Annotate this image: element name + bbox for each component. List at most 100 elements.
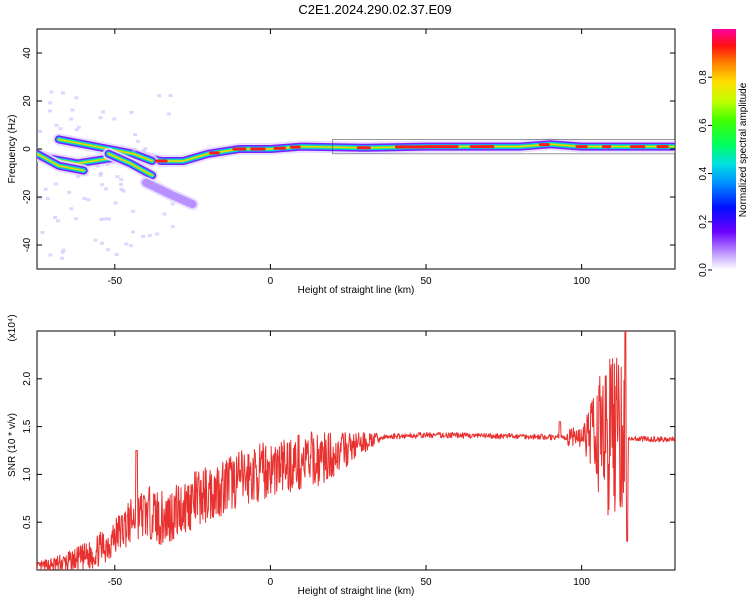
speckle — [112, 117, 117, 121]
spectrogram-ridges — [37, 90, 675, 260]
colorbar-tick-label: 0.6 — [698, 118, 709, 132]
ridge-faint-tail — [139, 176, 199, 211]
speckle — [166, 112, 171, 116]
spectrogram-speckle — [37, 90, 175, 260]
x-tick-label: 100 — [573, 577, 590, 588]
speckle — [119, 187, 124, 191]
speckle — [37, 196, 42, 200]
ridge-lower — [37, 147, 90, 177]
snr-y-label: SNR (10 * v/v) — [7, 413, 18, 477]
x-tick-label: -50 — [108, 276, 123, 287]
y-tick-label: -40 — [22, 237, 33, 252]
speckle — [119, 178, 124, 182]
speckle — [60, 250, 65, 254]
snr-y-ticks: 0.5 1.0 1.5 2.0 — [22, 371, 675, 529]
y-tick-label: 1.5 — [22, 419, 33, 433]
speckle — [86, 198, 91, 202]
y-tick-label: 0.5 — [22, 515, 33, 529]
speckle — [100, 110, 105, 114]
speckle — [98, 116, 103, 120]
colorbar-tick-label: 0.8 — [698, 70, 709, 84]
speckle — [76, 174, 81, 178]
speckle — [73, 217, 78, 221]
colorbar-bar — [712, 29, 736, 270]
y-tick-label: 40 — [22, 47, 33, 59]
speckle — [45, 197, 50, 201]
speckle — [56, 219, 61, 223]
colorbar: 0.0 0.2 0.4 0.6 0.8 Normalized spectral ampl… — [698, 29, 749, 277]
speckle — [69, 207, 74, 211]
ridge-layer — [107, 153, 153, 177]
speckle — [38, 129, 43, 133]
speckle — [76, 125, 81, 129]
speckle — [98, 173, 103, 177]
speckle — [60, 91, 65, 95]
speckle — [53, 216, 58, 220]
speckle — [121, 189, 126, 193]
speckle — [99, 171, 104, 175]
colorbar-ticks: 0.0 0.2 0.4 0.6 0.8 — [698, 70, 712, 277]
speckle — [53, 182, 58, 186]
y-tick-label: 2.0 — [22, 371, 33, 385]
speckle — [70, 108, 75, 112]
speckle — [106, 217, 111, 221]
speckle — [147, 234, 152, 238]
speckle — [141, 234, 146, 238]
speckle — [100, 241, 105, 245]
x-tick-label: 100 — [573, 276, 590, 287]
speckle — [60, 256, 65, 260]
speckle — [136, 139, 141, 143]
speckle — [43, 187, 48, 191]
ridge-peaks — [155, 143, 669, 163]
snr-panel: -50 0 50 100 0.5 1.0 1.5 2.0 Height of straigh… — [7, 314, 676, 597]
ridge-lower-branch — [102, 147, 159, 182]
speckle — [170, 202, 175, 206]
speckle — [105, 162, 110, 166]
colorbar-tick-label: 0.2 — [698, 214, 709, 228]
speckle — [74, 128, 79, 132]
colorbar-label: Normalized spectral amplitude — [738, 82, 749, 217]
speckle — [102, 217, 107, 221]
colorbar-tick-label: 0.4 — [698, 166, 709, 180]
speckle — [82, 196, 87, 200]
speckle — [67, 190, 72, 194]
speckle — [61, 248, 66, 252]
speckle — [114, 252, 119, 256]
speckle — [155, 232, 160, 236]
speckle — [124, 242, 129, 246]
colorbar-tick-label: 0.0 — [698, 263, 709, 277]
speckle — [49, 90, 54, 94]
speckle — [132, 148, 137, 152]
snr-frame — [36, 330, 676, 571]
speckle — [100, 183, 105, 187]
ridge-outline — [332, 138, 675, 155]
speckle — [133, 133, 138, 137]
y-tick-label: 1.0 — [22, 467, 33, 481]
speckle — [69, 117, 74, 121]
speckle — [162, 212, 167, 216]
speckle — [48, 101, 53, 105]
speckle — [131, 230, 136, 234]
speckle — [48, 109, 53, 113]
speckle — [106, 248, 111, 252]
figure-title: C2E1.2024.290.02.37.E09 — [298, 2, 451, 17]
snr-series-line — [37, 331, 675, 570]
speckle — [95, 164, 100, 168]
speckle — [99, 217, 104, 221]
speckle — [40, 231, 45, 235]
x-tick-label: 50 — [420, 577, 432, 588]
y-tick-label: 0 — [22, 146, 33, 152]
speckle — [143, 147, 148, 151]
speckle — [48, 253, 53, 257]
ridge-layer — [141, 178, 197, 209]
x-tick-label: 0 — [268, 577, 274, 588]
speckle — [157, 94, 162, 98]
speckle — [103, 187, 108, 191]
x-tick-label: -50 — [108, 577, 123, 588]
snr-y-multiplier: (x10⁴) — [7, 314, 18, 341]
speckle — [129, 244, 134, 248]
speckle — [93, 238, 98, 242]
y-tick-label: 20 — [22, 95, 33, 107]
x-tick-label: 50 — [420, 276, 432, 287]
